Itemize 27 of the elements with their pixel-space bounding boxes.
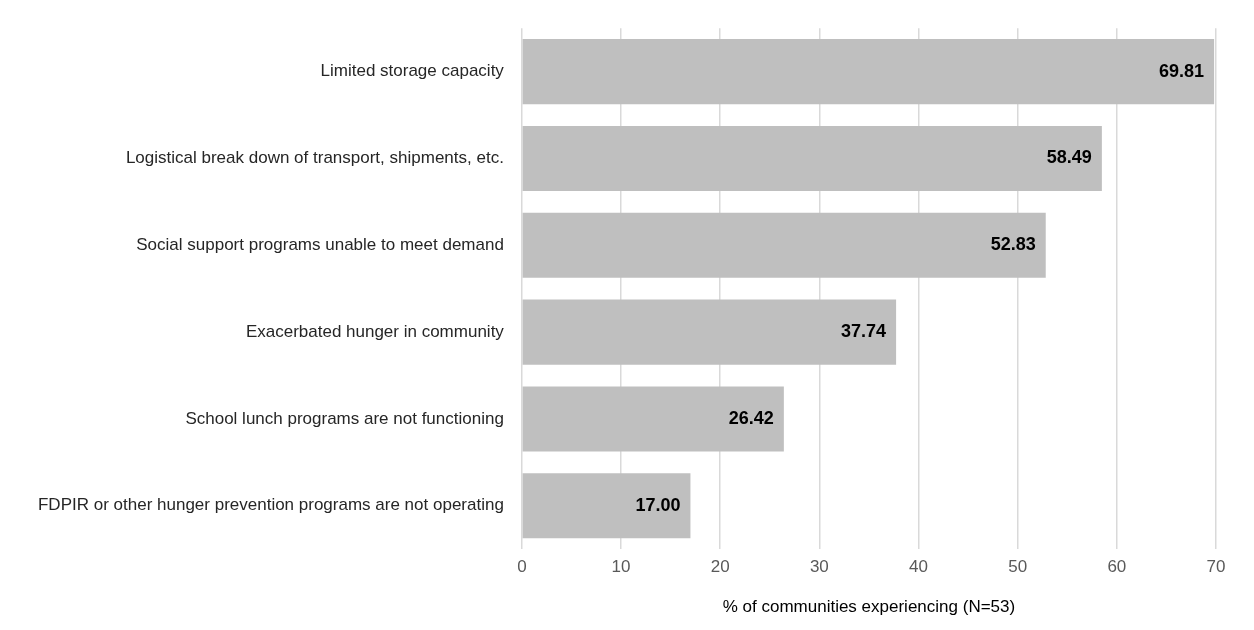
bar [522, 386, 784, 452]
x-tick-label: 30 [809, 557, 829, 577]
y-tick-label: Limited storage capacity [320, 61, 505, 81]
bar [522, 125, 1102, 192]
x-tick-label: 10 [611, 557, 631, 577]
bar [522, 299, 897, 365]
x-tick-label: 40 [909, 557, 928, 577]
x-tick-label: 20 [710, 557, 730, 577]
data-label: 52.83 [990, 234, 1036, 255]
x-tick-label: 0 [517, 557, 527, 577]
x-tick-label: 60 [1107, 557, 1127, 577]
bar [522, 39, 1215, 105]
y-tick-label: Exacerbated hunger in community [245, 321, 505, 341]
y-tick-label: Social support programs unable to meet demand [136, 234, 504, 254]
x-tick-label: 50 [1008, 557, 1028, 577]
data-label: 26.42 [728, 407, 774, 428]
data-label: 58.49 [1046, 147, 1092, 168]
y-tick-label: School lunch programs are not functioning [185, 408, 504, 428]
bar [522, 473, 691, 539]
y-tick-label: FDPIR or other hunger prevention programs are not operating [37, 495, 504, 515]
x-axis-title: % of communities experiencing (N=53) [722, 597, 1016, 617]
data-label: 37.74 [841, 321, 887, 342]
bar [522, 212, 1046, 278]
y-tick-label: Logistical break down of transport, shipments, etc. [125, 148, 504, 168]
x-tick-label: 70 [1206, 557, 1226, 577]
data-label: 17.00 [635, 494, 681, 515]
data-label: 69.81 [1159, 60, 1205, 81]
